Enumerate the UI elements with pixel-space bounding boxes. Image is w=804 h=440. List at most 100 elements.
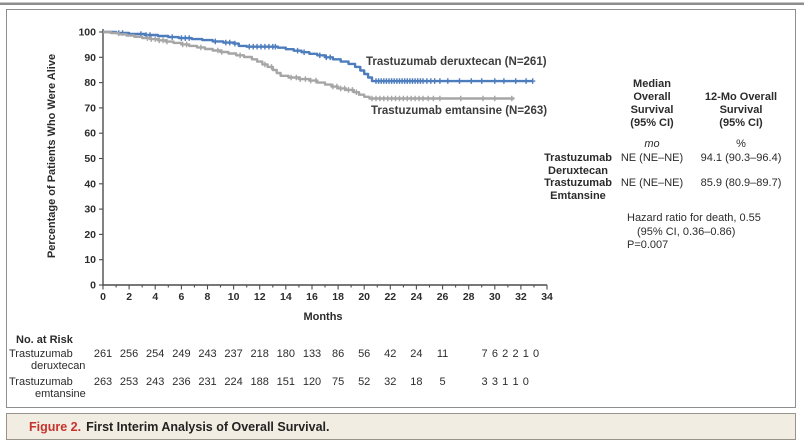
risk-value: 249 bbox=[172, 348, 191, 360]
figure-panel: 0 10 20 30 40 50 60 70 80 90 100 0 2 4 6 8 10 12 14 16 18 20 2… bbox=[6, 9, 796, 408]
stats-unit-pct: % bbox=[736, 138, 746, 150]
risk-row2-label-line2: emtansine bbox=[35, 388, 86, 400]
risk-row1-label-line1: Trastuzumab bbox=[9, 348, 73, 360]
risk-value: 0 bbox=[522, 376, 529, 388]
tick-label: 28 bbox=[463, 291, 475, 303]
risk-value: 261 bbox=[93, 348, 113, 360]
risk-value: 231 bbox=[198, 376, 217, 388]
tick-label: 4 bbox=[152, 291, 158, 303]
caption-label: Figure 2. bbox=[29, 419, 82, 434]
risk-value: 218 bbox=[250, 348, 269, 360]
risk-value: 3 bbox=[481, 376, 488, 388]
p-value: P=0.007 bbox=[627, 239, 669, 251]
tick-label: 90 bbox=[84, 52, 96, 64]
tick-label: 22 bbox=[384, 291, 396, 303]
risk-value: 253 bbox=[119, 376, 139, 388]
stats-row-label-deruxtecan: Trastuzumab Deruxtecan bbox=[544, 152, 612, 177]
tick-label: 34 bbox=[541, 291, 553, 303]
km-curve-deruxtecan bbox=[103, 30, 533, 83]
tick-label: 8 bbox=[205, 291, 211, 303]
curve-label-emtansine: Trastuzumab emtansine (N=263) bbox=[371, 105, 548, 117]
risk-value: 2 bbox=[512, 348, 519, 360]
x-axis-label: Months bbox=[303, 311, 343, 323]
risk-value: 1 bbox=[512, 376, 519, 388]
stats-12mo-deruxtecan: 94.1 (90.3–96.4) bbox=[700, 152, 782, 164]
risk-value: 32 bbox=[384, 376, 397, 388]
risk-row1-label-line2: deruxtecan bbox=[31, 360, 86, 372]
tick-label: 18 bbox=[332, 291, 344, 303]
tick-label: 10 bbox=[228, 291, 240, 303]
censor-marks-emtansine bbox=[144, 35, 515, 102]
risk-value: 56 bbox=[358, 348, 371, 360]
risk-value: 1 bbox=[522, 348, 529, 360]
stats-row-label-emtansine: Trastuzumab Emtansine bbox=[544, 177, 612, 202]
tick-label: 30 bbox=[489, 291, 501, 303]
risk-value: 151 bbox=[276, 376, 295, 388]
tick-label: 20 bbox=[358, 291, 370, 303]
tick-label: 26 bbox=[437, 291, 449, 303]
top-rule bbox=[0, 2, 804, 5]
tick-label: 20 bbox=[84, 229, 96, 241]
risk-table-title: No. at Risk bbox=[16, 334, 73, 346]
risk-value: 24 bbox=[410, 348, 423, 360]
risk-value: 224 bbox=[224, 376, 243, 388]
risk-value: 256 bbox=[119, 348, 139, 360]
tick-label: 6 bbox=[178, 291, 184, 303]
tick-label: 2 bbox=[126, 291, 132, 303]
risk-value: 0 bbox=[533, 348, 540, 360]
tick-label: 24 bbox=[411, 291, 423, 303]
hazard-ratio-line1: Hazard ratio for death, 0.55 bbox=[627, 212, 761, 224]
tick-label: 0 bbox=[100, 291, 106, 303]
risk-value: 3 bbox=[491, 376, 498, 388]
tick-label: 14 bbox=[280, 291, 292, 303]
risk-row2-label-line1: Trastuzumab bbox=[9, 376, 73, 388]
tick-label: 32 bbox=[515, 291, 527, 303]
stats-col2-header: 12-Mo Overall Survival (95% CI) bbox=[704, 91, 778, 129]
tick-label: 16 bbox=[306, 291, 318, 303]
tick-label: 60 bbox=[84, 128, 96, 140]
tick-label: 50 bbox=[84, 153, 96, 165]
risk-value: 120 bbox=[302, 376, 322, 388]
risk-value: 18 bbox=[410, 376, 423, 388]
figure-caption: Figure 2. First Interim Analysis of Over… bbox=[6, 413, 796, 440]
stats-median-emtansine: NE (NE–NE) bbox=[620, 177, 684, 189]
risk-value: 254 bbox=[146, 348, 165, 360]
risk-value: 243 bbox=[146, 376, 165, 388]
risk-value: 2 bbox=[502, 348, 509, 360]
risk-value: 11 bbox=[436, 348, 449, 360]
risk-value: 188 bbox=[250, 376, 269, 388]
tick-label: 12 bbox=[254, 291, 266, 303]
tick-label: 40 bbox=[84, 178, 96, 190]
risk-value: 243 bbox=[198, 348, 217, 360]
risk-value: 75 bbox=[331, 376, 345, 388]
risk-value: 263 bbox=[93, 376, 113, 388]
risk-value: 52 bbox=[358, 376, 371, 388]
tick-label: 30 bbox=[84, 204, 96, 216]
risk-value: 6 bbox=[491, 348, 498, 360]
stats-median-deruxtecan: NE (NE–NE) bbox=[620, 152, 684, 164]
risk-value: 236 bbox=[172, 376, 191, 388]
risk-value: 1 bbox=[502, 376, 509, 388]
risk-value: 237 bbox=[224, 348, 243, 360]
tick-label: 100 bbox=[78, 27, 96, 39]
stats-unit-mo: mo bbox=[644, 138, 660, 150]
tick-label: 10 bbox=[84, 254, 96, 266]
caption-text: First Interim Analysis of Overall Surviv… bbox=[86, 419, 330, 434]
risk-value: 7 bbox=[481, 348, 488, 360]
tick-label: 80 bbox=[84, 77, 96, 89]
curve-label-deruxtecan: Trastuzumab deruxtecan (N=261) bbox=[366, 56, 547, 68]
stats-col1-header: Median Overall Survival (95% CI) bbox=[630, 78, 674, 129]
stats-12mo-emtansine: 85.9 (80.9–89.7) bbox=[700, 177, 782, 189]
tick-label: 0 bbox=[90, 280, 96, 292]
risk-value: 86 bbox=[331, 348, 345, 360]
risk-value: 180 bbox=[276, 348, 295, 360]
hazard-ratio-block: Hazard ratio for death, 0.55 (95% CI, 0.… bbox=[627, 212, 804, 253]
y-axis-label: Percentage of Patients Who Were Alive bbox=[46, 53, 58, 259]
tick-label: 70 bbox=[84, 102, 96, 114]
risk-value: 42 bbox=[384, 348, 397, 360]
risk-value: 133 bbox=[302, 348, 322, 360]
hazard-ratio-line2: (95% CI, 0.36–0.86) bbox=[637, 225, 736, 238]
risk-value: 5 bbox=[439, 376, 446, 388]
